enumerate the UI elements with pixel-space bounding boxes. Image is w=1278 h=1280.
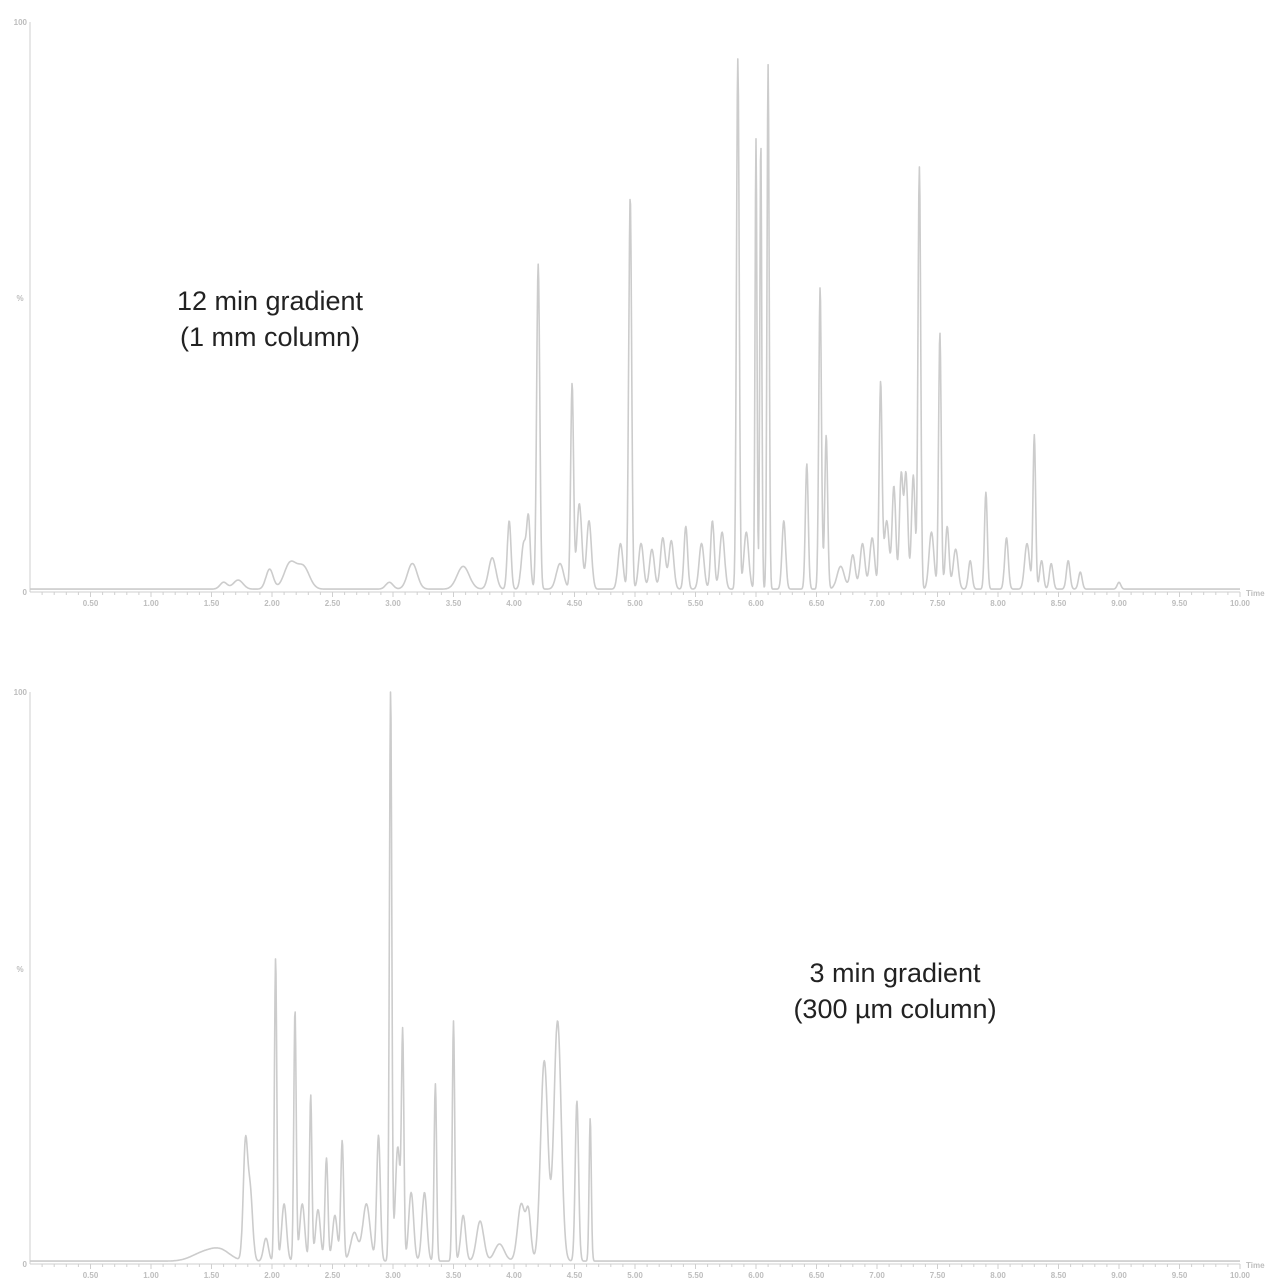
x-tick-label: 8.50 [1051, 1271, 1067, 1280]
y-tick-label: 100 [14, 688, 28, 697]
y-axis-label: % [16, 965, 23, 974]
annotation-12min: 12 min gradient (1 mm column) [130, 283, 410, 355]
x-tick-label: 4.50 [567, 599, 583, 608]
x-tick-label: 7.00 [869, 599, 885, 608]
x-tick-label: 2.50 [325, 1271, 341, 1280]
x-tick-label: 0.50 [83, 599, 99, 608]
x-tick-label: 0.50 [83, 1271, 99, 1280]
x-axis-label: Time [1246, 589, 1265, 598]
x-tick-label: 10.00 [1230, 1271, 1251, 1280]
chromatogram-trace [29, 691, 1241, 1262]
chromatogram-trace [29, 58, 1241, 590]
x-tick-label: 2.00 [264, 1271, 280, 1280]
x-tick-label: 9.00 [1111, 1271, 1127, 1280]
annotation-line: 3 min gradient [809, 958, 981, 988]
x-tick-label: 4.00 [506, 1271, 522, 1280]
x-tick-label: 4.50 [567, 1271, 583, 1280]
x-tick-label: 3.50 [446, 1271, 462, 1280]
x-tick-label: 6.00 [748, 599, 764, 608]
x-tick-label: 9.00 [1111, 599, 1127, 608]
x-tick-label: 8.00 [990, 1271, 1006, 1280]
x-tick-label: 4.00 [506, 599, 522, 608]
x-tick-label: 1.00 [143, 599, 159, 608]
x-tick-label: 2.00 [264, 599, 280, 608]
x-tick-label: 9.50 [1172, 1271, 1188, 1280]
x-tick-label: 1.50 [204, 599, 220, 608]
x-tick-label: 6.00 [748, 1271, 764, 1280]
x-tick-label: 7.50 [930, 599, 946, 608]
annotation-line: 12 min gradient [176, 286, 364, 316]
annotation-3min: 3 min gradient (300 µm column) [745, 955, 1045, 1027]
chromatogram-12min: 100 0% 0.50 1.00 1.50 2.00 2.50 3.00 3.50 4.00 4.5… [14, 18, 1265, 608]
x-tick-label: 10.00 [1230, 599, 1251, 608]
y-tick-label: 0 [23, 1260, 28, 1269]
x-tick-label: 6.50 [809, 1271, 825, 1280]
x-axis-label: Time [1246, 1261, 1265, 1270]
x-tick-label: 8.50 [1051, 599, 1067, 608]
x-tick-label: 7.50 [930, 1271, 946, 1280]
x-tick-label: 5.00 [627, 1271, 643, 1280]
annotation-line: (300 µm column) [793, 994, 997, 1024]
annotation-line: (1 mm column) [179, 322, 361, 352]
y-tick-label: 0 [23, 588, 28, 597]
x-tick-label: 5.50 [688, 599, 704, 608]
x-tick-label: 5.00 [627, 599, 643, 608]
x-tick-label: 2.50 [325, 599, 341, 608]
x-tick-label: 6.50 [809, 599, 825, 608]
x-tick-label: 8.00 [990, 599, 1006, 608]
x-tick-label: 1.50 [204, 1271, 220, 1280]
chromatogram-3min: 100 0% 0.50 1.00 1.50 2.00 2.50 3.00 3.50 4.00 4.5… [14, 688, 1265, 1280]
x-tick-label: 9.50 [1172, 599, 1188, 608]
x-tick-label: 3.00 [385, 599, 401, 608]
x-tick-label: 7.00 [869, 1271, 885, 1280]
x-tick-label: 5.50 [688, 1271, 704, 1280]
x-tick-label: 3.50 [446, 599, 462, 608]
y-axis-label: % [16, 294, 23, 303]
x-tick-label: 1.00 [143, 1271, 159, 1280]
x-tick-label: 3.00 [385, 1271, 401, 1280]
y-tick-label: 100 [14, 18, 28, 27]
